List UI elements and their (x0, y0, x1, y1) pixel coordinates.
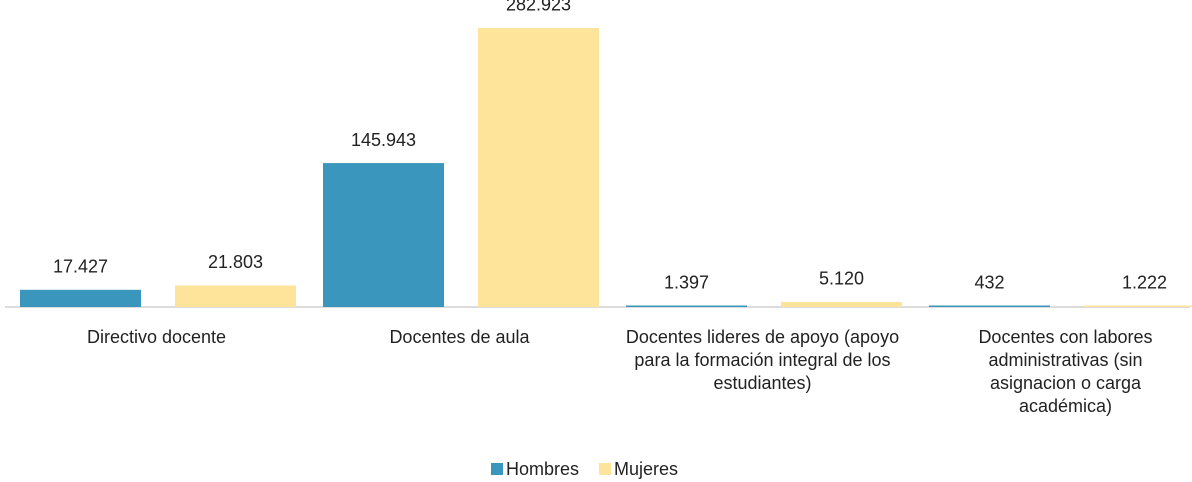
bar (478, 27, 599, 308)
legend-swatch (599, 463, 612, 475)
bar (1084, 305, 1192, 307)
value-label: 282.923 (506, 0, 571, 15)
x-tick-label: Directivo docente (86, 327, 227, 347)
value-label: 432 (974, 272, 1004, 292)
value-label: 1.222 (1122, 272, 1167, 292)
value-label: 5.120 (819, 269, 864, 289)
bar (20, 289, 141, 307)
legend-label: Hombres (506, 459, 579, 479)
value-label: 145.943 (351, 130, 416, 150)
bar (323, 163, 444, 307)
bar (175, 285, 296, 307)
legend-swatch (491, 463, 503, 475)
value-label: 1.397 (664, 272, 709, 292)
x-tick-label: Docentes con labores administrativas (si… (978, 327, 1153, 416)
bar (626, 305, 747, 307)
bar (929, 305, 1050, 307)
x-tick-label: Docentes de aula (389, 327, 530, 347)
x-tick-label: Docentes lideres de apoyo (apoyo para la… (625, 327, 900, 393)
bar (781, 301, 902, 307)
value-label: 17.427 (53, 257, 108, 277)
legend-label: Mujeres (614, 459, 678, 479)
value-label: 21.803 (208, 252, 263, 272)
